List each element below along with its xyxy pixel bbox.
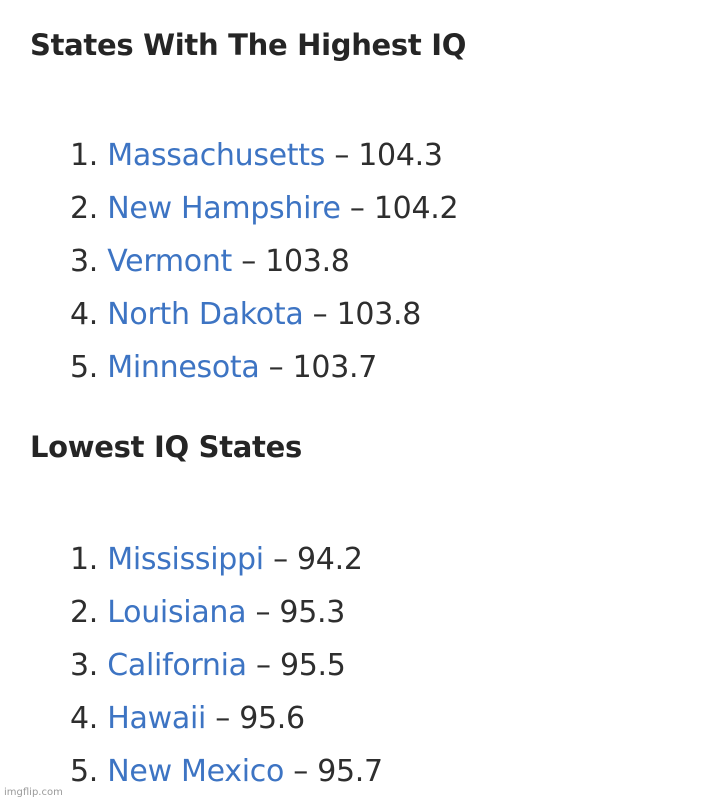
list-item: 5. New Mexico – 95.7 — [70, 754, 383, 789]
list-item: 2. New Hampshire – 104.2 — [70, 191, 459, 226]
rank: 3. — [70, 648, 99, 683]
state-link[interactable]: Hawaii — [107, 701, 207, 736]
iq-value: 104.3 — [358, 138, 443, 173]
state-link[interactable]: Louisiana — [107, 595, 247, 630]
separator: – — [241, 244, 256, 279]
list-item: 1. Mississippi – 94.2 — [70, 542, 363, 577]
iq-value: 95.5 — [279, 648, 346, 683]
iq-value: 95.7 — [317, 754, 383, 789]
state-link[interactable]: North Dakota — [107, 297, 304, 332]
watermark: imgflip.com — [4, 787, 63, 798]
state-link[interactable]: New Hampshire — [107, 191, 341, 226]
iq-value: 94.2 — [297, 542, 363, 577]
state-link[interactable]: Massachusetts — [107, 138, 326, 173]
state-link[interactable]: Mississippi — [107, 542, 264, 577]
iq-value: 103.7 — [292, 350, 378, 385]
state-link[interactable]: Minnesota — [107, 350, 260, 385]
list-item: 5. Minnesota – 103.7 — [70, 350, 377, 385]
separator: – — [268, 350, 284, 385]
separator: – — [334, 138, 350, 173]
rank: 4. — [70, 297, 99, 332]
rank: 5. — [70, 350, 99, 385]
rank: 1. — [70, 138, 99, 173]
section-title: Lowest IQ States — [30, 430, 302, 464]
rank: 5. — [70, 754, 99, 789]
list-item: 3. California – 95.5 — [70, 648, 346, 683]
iq-value: 104.2 — [373, 191, 459, 226]
separator: – — [256, 648, 271, 683]
iq-value: 103.8 — [265, 244, 350, 279]
separator: – — [255, 595, 271, 630]
iq-value: 95.6 — [239, 701, 305, 736]
section-title: States With The Highest IQ — [30, 28, 467, 62]
list-item: 2. Louisiana – 95.3 — [70, 595, 345, 630]
separator: – — [273, 542, 288, 577]
state-link[interactable]: California — [107, 648, 247, 683]
state-link[interactable]: New Mexico — [107, 754, 285, 789]
list-item: 4. North Dakota – 103.8 — [70, 297, 421, 332]
list-item: 1. Massachusetts – 104.3 — [70, 138, 443, 173]
rank: 2. — [70, 595, 99, 630]
rank: 3. — [70, 244, 99, 279]
rank: 4. — [70, 701, 99, 736]
list-item: 4. Hawaii – 95.6 — [70, 701, 305, 736]
separator: – — [215, 701, 230, 736]
separator: – — [312, 297, 328, 332]
rank: 2. — [70, 191, 99, 226]
iq-value: 103.8 — [336, 297, 422, 332]
iq-value: 95.3 — [279, 595, 346, 630]
state-link[interactable]: Vermont — [107, 244, 232, 279]
separator: – — [349, 191, 365, 226]
list-item: 3. Vermont – 103.8 — [70, 244, 350, 279]
separator: – — [293, 754, 308, 789]
rank: 1. — [70, 542, 99, 577]
